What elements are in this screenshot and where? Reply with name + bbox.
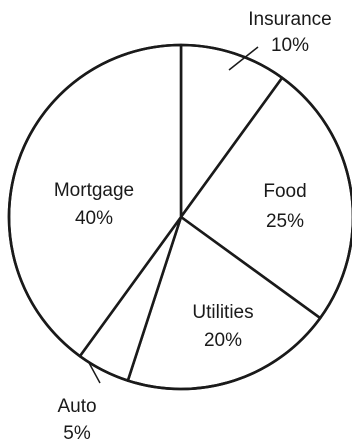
slice-value-utilities: 20% xyxy=(204,330,242,351)
slice-label-auto: Auto xyxy=(57,396,96,417)
slice-labels: Insurance 10% Food 25% Utilities 20% Auto 5% Mor… xyxy=(54,9,332,442)
slice-label-food: Food xyxy=(263,181,306,202)
slice-value-mortgage: 40% xyxy=(75,208,113,229)
pie-outline xyxy=(7,43,352,391)
slice-value-auto: 5% xyxy=(63,423,91,442)
pie-slices xyxy=(7,43,352,391)
slice-label-utilities: Utilities xyxy=(192,302,253,323)
insurance-leader-line xyxy=(228,46,259,71)
slice-label-insurance: Insurance xyxy=(248,9,331,30)
auto-leader-line xyxy=(87,360,101,384)
slice-value-insurance: 10% xyxy=(271,35,309,56)
slice-value-food: 25% xyxy=(266,211,304,232)
slice-label-mortgage: Mortgage xyxy=(54,180,134,201)
